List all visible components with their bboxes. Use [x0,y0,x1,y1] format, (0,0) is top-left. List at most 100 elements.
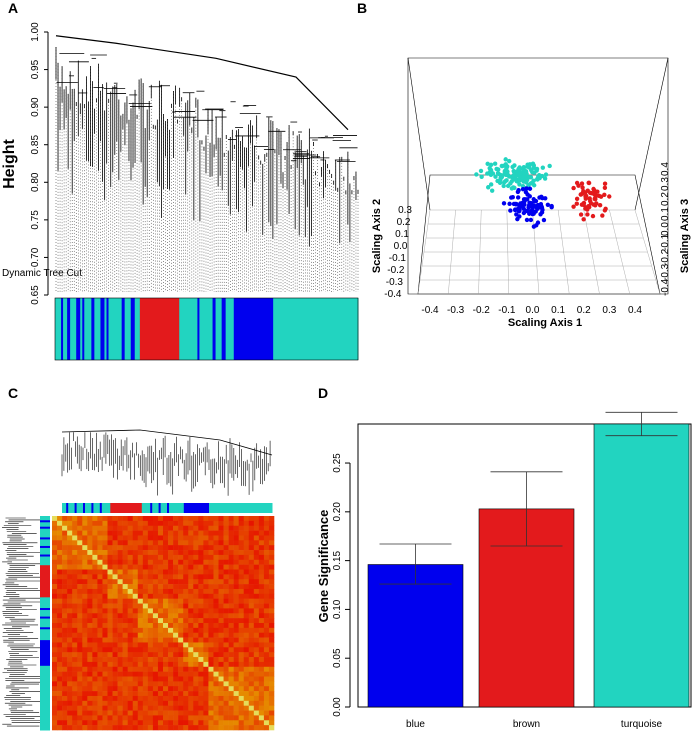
c-heat-cell [62,623,68,629]
c-heat-cell [243,710,250,716]
c-heat-cell [168,564,174,570]
c-heat-cell [102,705,108,711]
c-heat-cell [107,559,113,565]
c-heat-cell [223,705,229,711]
c-heat-cell [52,520,58,527]
c-heat-cell [147,725,154,731]
c-heat-cell [102,647,108,653]
c-heat-cell [137,715,144,721]
c-heat-cell [52,574,58,580]
c-heat-cell [208,520,214,527]
c-heat-cell [122,666,128,672]
c-heat-cell [52,647,58,653]
b-point [540,207,545,213]
c-heat-cell [62,584,68,590]
c-heat-cell [72,618,78,624]
c-heat-cell [213,647,219,653]
c-heat-cell [223,647,229,653]
c-heat-cell [77,686,83,692]
c-heat-cell [168,686,174,692]
b-point [531,165,537,171]
c-heat-cell [203,686,209,692]
c-heat-cell [147,686,154,692]
c-heat-cell [223,710,229,716]
c-heat-cell [152,593,159,599]
c-heat-cell [62,588,68,595]
c-heat-cell [157,720,164,726]
c-heat-cell [62,530,68,536]
c-heat-cell [102,603,108,609]
c-heat-cell [122,642,128,648]
b-point [479,174,484,179]
d-xtick-label-blue: blue [406,719,425,730]
c-heat-cell [147,520,154,527]
c-heat-cell [107,564,113,570]
c-heat-cell [238,725,245,731]
c-heat-cell [67,710,73,716]
c-heat-cell [248,579,255,585]
c-heat-cell [137,540,144,546]
b-ytick-label: 0.2 [397,217,411,228]
c-heat-cell [248,681,255,687]
c-heat-cell [248,613,255,619]
c-heat-cell [87,642,93,648]
c-heat-cell [208,637,214,643]
c-heat-cell [77,676,83,682]
c-heat-cell [268,598,275,604]
c-heat-cell [132,705,139,711]
c-heat-cell [62,520,68,527]
c-heat-cell [127,676,134,682]
c-heat-cell [268,554,275,561]
c-heat-cell [208,564,214,570]
b-point [600,213,605,218]
c-heat-cell [203,671,209,677]
c-heat-cell [122,550,128,556]
c-heat-cell [263,725,270,731]
c-heat-cell [97,608,103,614]
c-heat-cell [223,676,229,682]
c-heat-cell [208,691,214,697]
c-heat-cell [203,598,209,604]
c-heat-cell [122,686,128,692]
c-heat-cell [132,681,139,687]
c-heat-cell [87,564,93,570]
c-heat-cell [152,584,159,590]
c-heat-cell [142,720,149,726]
b-ztick-label: -0.1 [660,233,671,251]
c-heat-cell [87,598,93,604]
c-heat-cell [57,642,63,648]
c-heat-cell [173,686,179,692]
panel-d-gene-significance: 0.000.050.100.150.200.25 blue brown turquo… [316,411,692,730]
c-heat-cell [183,545,189,551]
c-heat-cell [223,695,229,702]
c-heat-cell [72,642,78,648]
c-heat-cell [213,525,219,531]
c-heat-cell [87,725,93,731]
c-heat-cell [198,627,204,634]
c-heat-cell [117,574,123,580]
c-heat-cell [188,535,194,541]
c-heat-cell [87,666,93,672]
c-heat-cell [198,720,204,726]
c-heat-cell [117,695,123,702]
c-heat-cell [218,676,224,682]
c-heat-cell [112,715,118,721]
c-heat-cell [193,545,199,551]
c-heat-cell [218,657,224,663]
c-heat-cell [248,715,255,721]
b-zlabel: Scaling Axis 3 [679,199,691,273]
c-heat-cell [52,720,58,726]
c-heat-cell [147,671,154,677]
c-heat-cell [243,535,250,541]
c-heat-cell [127,525,134,531]
c-heat-cell [147,588,154,595]
c-heat-cell [178,516,184,522]
c-heat-cell [52,686,58,692]
c-heat-cell [258,608,265,614]
c-heat-cell [57,530,63,536]
c-heat-cell [233,559,239,565]
c-heat-cell [97,657,103,663]
c-heat-cell [208,554,214,561]
c-heat-cell [77,691,83,697]
c-heat-cell [223,715,229,721]
